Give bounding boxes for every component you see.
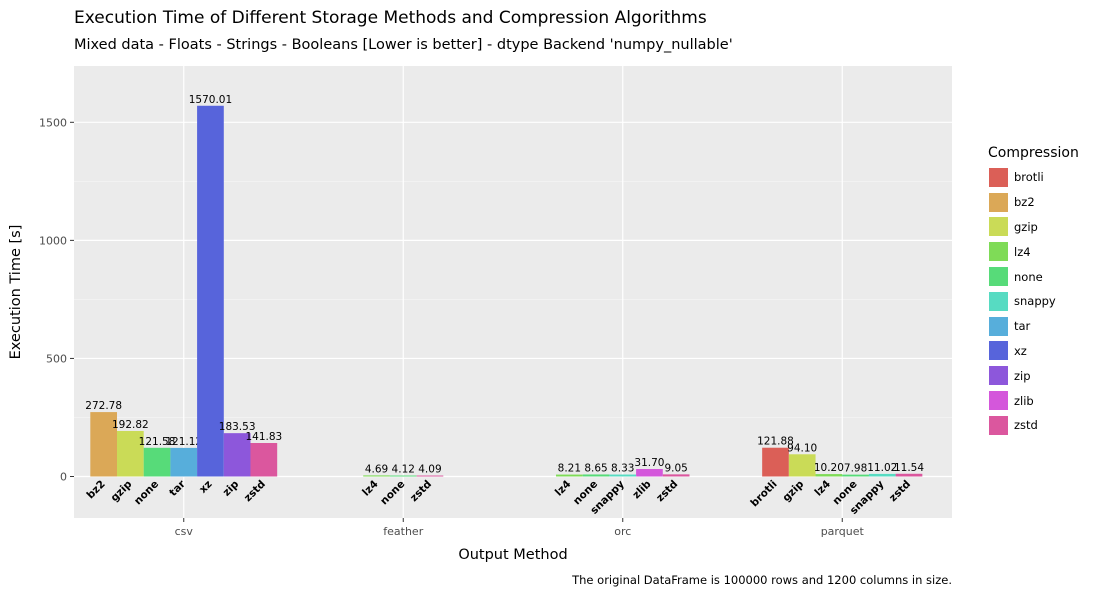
legend-swatch [988, 216, 1009, 238]
legend-item-bz2: bz2 [988, 190, 1079, 215]
bar-value-label: 121.12 [165, 436, 202, 448]
legend-item-gzip: gzip [988, 215, 1079, 240]
legend-swatch [988, 166, 1009, 188]
legend-swatch [988, 414, 1009, 436]
legend-label: gzip [1014, 219, 1038, 234]
bar-orc-snappy [609, 474, 637, 477]
legend-swatch [988, 191, 1009, 213]
legend-swatch [988, 241, 1009, 263]
y-axis-label: Execution Time [s] [8, 224, 24, 360]
x-group-label: feather [383, 525, 423, 538]
bar-value-label: 8.21 [558, 463, 581, 475]
bar-csv-xz [197, 105, 224, 477]
bar-csv-none [143, 447, 171, 477]
bar-csv-gzip [117, 430, 144, 477]
bar-value-label: 183.53 [219, 421, 256, 433]
bar-feather-none [389, 475, 417, 477]
legend-item-xz: xz [988, 339, 1079, 364]
legend-label: xz [1014, 343, 1027, 358]
legend-item-tar: tar [988, 314, 1079, 339]
legend-item-snappy: snappy [988, 289, 1079, 314]
bar-csv-zip [223, 433, 251, 477]
bar-value-label: 11.02 [867, 462, 897, 474]
legend-item-zstd: zstd [988, 413, 1079, 438]
legend-item-lz4: lz4 [988, 239, 1079, 264]
bar-feather-lz4 [363, 475, 390, 477]
legend-label: zlib [1014, 393, 1034, 408]
bar-value-label: 8.65 [584, 462, 607, 474]
legend-swatch [988, 315, 1009, 337]
legend-label: brotli [1014, 170, 1044, 185]
bar-parquet-zstd [895, 473, 923, 477]
bar-orc-zstd [662, 474, 690, 477]
chart-caption: The original DataFrame is 100000 rows an… [572, 573, 952, 587]
bar-parquet-gzip [788, 454, 816, 477]
bar-value-label: 31.70 [634, 457, 664, 469]
bar-value-label: 8.33 [611, 463, 634, 475]
bar-value-label: 121.58 [139, 436, 176, 448]
legend-swatch [988, 365, 1009, 387]
legend-label: bz2 [1014, 195, 1035, 210]
bar-orc-none [582, 474, 610, 477]
bar-value-label: 4.09 [418, 464, 441, 476]
legend-label: none [1014, 269, 1043, 284]
legend-item-brotli: brotli [988, 165, 1079, 190]
bar-parquet-none [842, 474, 869, 477]
bar-value-label: 141.83 [245, 431, 282, 443]
bar-feather-zstd [416, 475, 444, 477]
legend-swatch [988, 290, 1009, 312]
x-group-label: orc [614, 525, 631, 538]
bar-orc-zlib [636, 469, 663, 477]
bar-csv-bz2 [90, 412, 118, 477]
bar-value-label: 4.12 [392, 464, 415, 476]
legend-title: Compression [988, 145, 1079, 161]
bar-csv-tar [170, 447, 198, 477]
legend-swatch [988, 340, 1009, 362]
legend-swatch [988, 266, 1009, 288]
y-tick-label: 1000 [39, 234, 67, 247]
bar-value-label: 9.05 [664, 462, 687, 474]
bar-value-label: 1570.01 [189, 94, 232, 106]
y-tick-label: 0 [60, 471, 67, 484]
legend-label: zstd [1014, 418, 1038, 433]
legend-item-zip: zip [988, 363, 1079, 388]
bar-orc-lz4 [556, 474, 583, 477]
y-tick-label: 500 [46, 352, 67, 365]
bar-value-label: 7.98 [844, 463, 867, 475]
legend-label: zip [1014, 368, 1031, 383]
bar-value-label: 272.78 [85, 400, 122, 412]
chart-subtitle: Mixed data - Floats - Strings - Booleans… [74, 37, 733, 53]
legend-items: brotli bz2 gzip lz4 none snappy tar xz zip zlib zs… [988, 165, 1079, 438]
bar-value-label: 192.82 [112, 419, 149, 431]
legend-item-zlib: zlib [988, 388, 1079, 413]
x-group-label: parquet [821, 525, 865, 538]
bar-value-label: 10.20 [814, 462, 844, 474]
bar-value-label: 94.10 [787, 442, 817, 454]
legend-item-none: none [988, 264, 1079, 289]
legend-label: lz4 [1014, 244, 1031, 259]
bar-parquet-brotli [762, 447, 789, 477]
bar-value-label: 4.69 [365, 463, 388, 475]
legend-label: tar [1014, 319, 1031, 334]
x-axis-label: Output Method [458, 547, 568, 563]
x-group-label: csv [175, 525, 194, 538]
legend: Compression brotli bz2 gzip lz4 none snappy ta… [988, 145, 1079, 438]
y-tick-label: 1500 [39, 116, 67, 129]
bar-csv-zstd [250, 443, 278, 477]
chart-title: Execution Time of Different Storage Meth… [74, 8, 707, 28]
bar-value-label: 11.54 [894, 462, 924, 474]
legend-label: snappy [1014, 294, 1056, 309]
bar-parquet-snappy [868, 473, 896, 477]
bar-value-label: 121.88 [757, 436, 794, 448]
legend-swatch [988, 390, 1009, 412]
bar-parquet-lz4 [815, 474, 843, 477]
